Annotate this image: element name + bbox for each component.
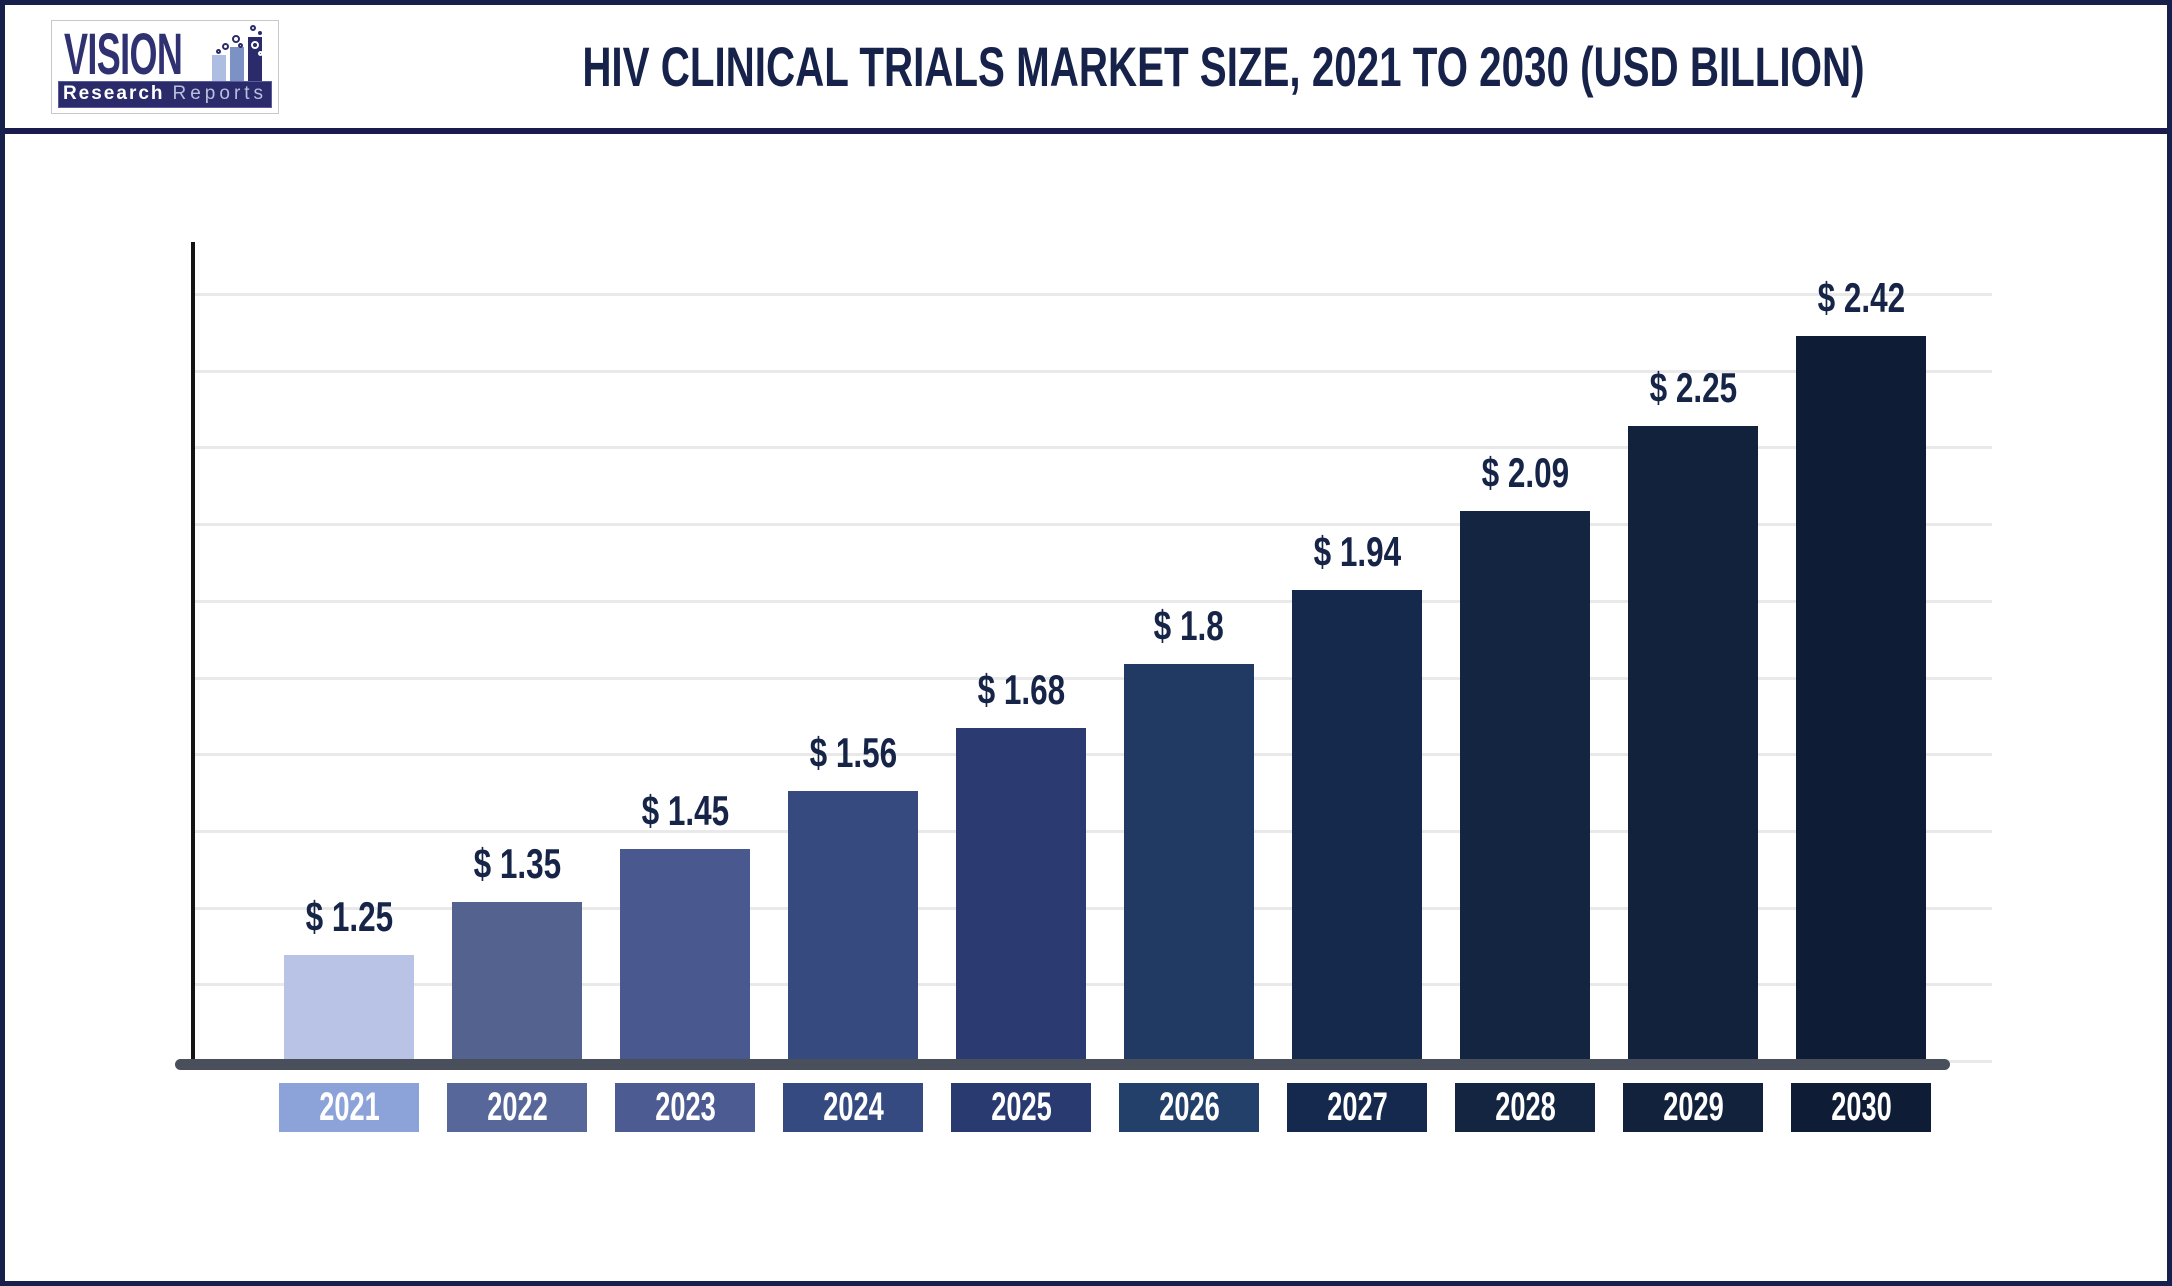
- bar-2021: [284, 955, 414, 1067]
- logo-subtitle-bold: Research: [62, 83, 165, 104]
- bubble-icon: [238, 42, 243, 48]
- gridline: [193, 829, 1992, 833]
- bar-2030: [1796, 336, 1926, 1067]
- bar-2028: [1460, 511, 1590, 1067]
- logo-bar-light: [212, 54, 226, 81]
- bar-2024: [788, 791, 918, 1067]
- title-wrap: HIV CLINICAL TRIALS MARKET SIZE, 2021 TO…: [279, 34, 2167, 99]
- gridline: [193, 983, 1992, 987]
- bar-2025: [956, 728, 1086, 1067]
- bar-chart: $ 1.25 2021 $ 1.35 2022 $ 1.45 2023 $ 1.56 2024…: [5, 134, 2167, 1286]
- x-axis-label-2030: 2030: [1791, 1083, 1931, 1132]
- bubble-icon: [216, 48, 221, 54]
- bubble-icon: [232, 34, 240, 43]
- bar-2029: [1628, 426, 1758, 1067]
- bar-2026: [1124, 664, 1254, 1067]
- x-axis-label-2026: 2026: [1119, 1083, 1259, 1132]
- bar-value-label: $ 1.68: [977, 666, 1065, 713]
- x-axis-label-2023: 2023: [615, 1083, 755, 1132]
- gridline: [193, 369, 1992, 373]
- x-axis-label-2027: 2027: [1287, 1083, 1427, 1132]
- page-title: HIV CLINICAL TRIALS MARKET SIZE, 2021 TO…: [581, 35, 1865, 98]
- bar-2022: [452, 902, 582, 1067]
- header: VISION Research Reports: [5, 5, 2167, 128]
- bubble-icon: [258, 50, 263, 56]
- bar-value-label: $ 2.42: [1817, 274, 1905, 321]
- logo-subtitle-light: Reports: [172, 83, 268, 104]
- header-divider: [5, 128, 2167, 134]
- bar-value-label: $ 1.56: [809, 729, 897, 776]
- bubble-icon: [250, 24, 256, 31]
- vision-research-reports-logo: VISION Research Reports: [51, 19, 279, 114]
- logo-bar-mid: [230, 46, 244, 81]
- gridline: [193, 599, 1992, 603]
- x-axis-label-2022: 2022: [447, 1083, 587, 1132]
- x-axis-label-2029: 2029: [1623, 1083, 1763, 1132]
- x-axis-line: [175, 1059, 1950, 1070]
- gridline: [193, 293, 1992, 296]
- bar-value-label: $ 1.35: [473, 840, 561, 887]
- bar-value-label: $ 1.25: [305, 893, 393, 940]
- bubble-icon: [222, 42, 229, 50]
- x-axis-label-2021: 2021: [279, 1083, 419, 1132]
- bar-value-label: $ 2.09: [1481, 449, 1569, 496]
- gridline: [193, 446, 1992, 450]
- bar-value-label: $ 1.94: [1313, 528, 1401, 575]
- bubble-icon: [258, 30, 262, 35]
- bar-value-label: $ 1.45: [641, 787, 729, 834]
- bar-2023: [620, 849, 750, 1067]
- bar-value-label: $ 2.25: [1649, 364, 1737, 411]
- bar-chart-icon: [206, 24, 268, 81]
- x-axis-label-2024: 2024: [783, 1083, 923, 1132]
- bubble-icon: [251, 40, 259, 49]
- gridline: [193, 753, 1992, 757]
- x-axis-label-2028: 2028: [1455, 1083, 1595, 1132]
- gridline: [193, 906, 1992, 910]
- logo-banner: Research Reports: [58, 80, 272, 108]
- bar-2027: [1292, 590, 1422, 1067]
- bar-value-label: $ 1.8: [1153, 602, 1225, 649]
- x-axis-label-2025: 2025: [951, 1083, 1091, 1132]
- logo-top-row: VISION: [64, 21, 263, 87]
- gridline: [193, 676, 1992, 680]
- y-axis-line: [191, 242, 195, 1070]
- gridline: [193, 523, 1992, 527]
- logo-brand-text: VISION: [64, 21, 183, 87]
